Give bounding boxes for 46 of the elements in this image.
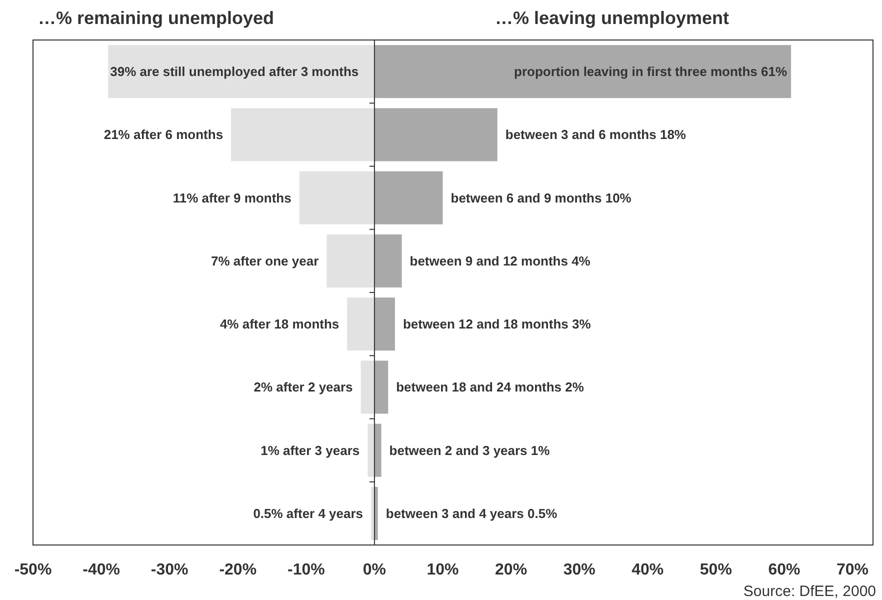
bar [374, 360, 388, 414]
bar [299, 171, 374, 224]
data-label: 2% after 2 years [254, 380, 353, 395]
bar [368, 424, 374, 477]
x-tick-label: 0% [362, 561, 386, 578]
x-tick-label: -50% [14, 561, 52, 578]
x-tick-label: 60% [768, 561, 800, 578]
bar [374, 424, 382, 477]
x-tick-label: -20% [219, 561, 257, 578]
x-tick-label: -40% [82, 561, 120, 578]
bar [374, 234, 402, 288]
bar [347, 298, 374, 351]
data-label: between 3 and 4 years 0.5% [386, 506, 558, 521]
x-tick-label: 50% [700, 561, 732, 578]
data-label: 7% after one year [210, 253, 319, 268]
data-label: 1% after 3 years [260, 442, 360, 458]
bar [360, 360, 374, 414]
x-tick-label: -30% [150, 561, 188, 578]
data-label: 11% after 9 months [172, 190, 292, 206]
data-label: proportion leaving in first three months 61% [514, 64, 788, 80]
data-label: between 12 and 18 months 3% [402, 316, 592, 332]
x-tick-label: 20% [495, 561, 528, 578]
data-label: 0.5% after 4 years [253, 506, 364, 521]
x-tick-label: 30% [563, 561, 596, 578]
data-label: between 18 and 24 months 2% [396, 380, 584, 395]
data-label: between 6 and 9 months 10% [450, 190, 632, 206]
data-label: between 2 and 3 years 1% [389, 442, 550, 458]
text: …% leaving unemployment [495, 8, 730, 28]
data-label: 4% after 18 months [220, 316, 340, 332]
x-tick-label: 70% [836, 561, 869, 578]
data-label: 39% are still unemployed after 3 months [110, 64, 359, 80]
x-tick-label: 40% [632, 561, 664, 578]
bar [231, 108, 374, 162]
x-tick-label: 10% [426, 561, 459, 578]
bar [326, 234, 374, 288]
data-label: between 3 and 6 months 18% [505, 127, 686, 142]
bar [374, 171, 443, 224]
x-tick-label: -10% [287, 561, 325, 578]
bar [374, 298, 395, 351]
bar [374, 45, 792, 98]
data-label: between 9 and 12 months 4% [410, 253, 591, 268]
data-label: 21% after 6 months [104, 127, 224, 142]
text: …% remaining unemployed [38, 8, 274, 28]
bar [374, 108, 498, 162]
source-note: Source: DfEE, 2000 [743, 583, 876, 600]
bar [108, 45, 374, 98]
